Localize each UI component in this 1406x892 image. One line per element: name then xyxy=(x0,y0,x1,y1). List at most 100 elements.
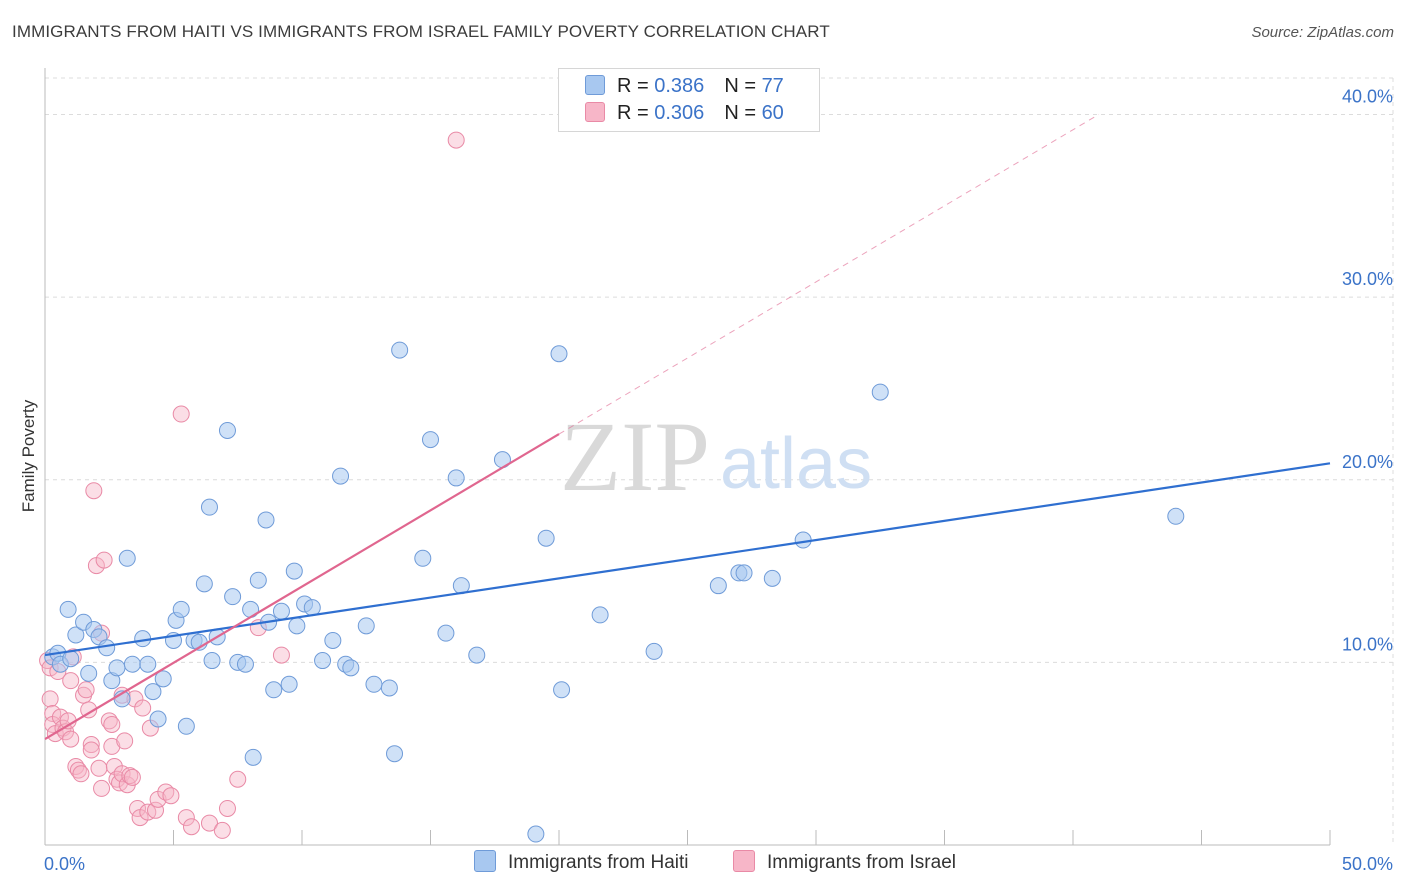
israel-point xyxy=(121,767,139,785)
haiti-point xyxy=(324,631,342,649)
haiti-point xyxy=(357,617,375,635)
israel-point xyxy=(213,821,231,839)
legend-item-haiti: Immigrants from Haiti xyxy=(474,850,689,874)
haiti-point xyxy=(422,431,439,449)
haiti-point xyxy=(203,652,221,670)
y-axis-title: Family Poverty xyxy=(19,399,38,512)
haiti-point xyxy=(249,571,267,589)
israel-point xyxy=(177,809,195,827)
grid-lines xyxy=(45,77,1394,845)
haiti-point xyxy=(265,681,283,699)
watermark-zip: ZIP xyxy=(560,401,710,512)
israel-point xyxy=(41,690,59,708)
legend-israel-label: Immigrants from Israel xyxy=(767,852,956,873)
israel-point xyxy=(90,759,108,777)
haiti-point xyxy=(332,467,350,485)
haiti-point xyxy=(342,659,360,677)
haiti-trendline xyxy=(44,462,1331,657)
y-tick-label: 20.0% xyxy=(1342,452,1393,472)
haiti-point xyxy=(80,664,98,682)
haiti-point xyxy=(280,675,298,693)
haiti-point xyxy=(123,655,141,673)
israel-point xyxy=(72,765,90,783)
haiti-point xyxy=(139,655,157,673)
israel-trendline-extension xyxy=(558,114,1099,435)
israel-point xyxy=(80,701,98,719)
haiti-point xyxy=(391,341,409,359)
haiti-point xyxy=(527,825,545,843)
haiti-point xyxy=(195,575,213,593)
haiti-point xyxy=(59,600,77,618)
y-tick-label: 30.0% xyxy=(1342,269,1393,289)
israel-point xyxy=(77,681,95,699)
y-tick-label: 40.0% xyxy=(1342,87,1393,107)
israel-point xyxy=(82,741,100,759)
haiti-point xyxy=(272,602,290,620)
israel-point xyxy=(62,672,80,690)
haiti-point xyxy=(365,675,383,693)
israel-point xyxy=(116,732,134,750)
israel-point xyxy=(200,814,218,832)
haiti-point xyxy=(871,383,889,401)
israel-point xyxy=(172,405,190,423)
israel-point xyxy=(123,768,141,786)
haiti-point xyxy=(447,469,465,487)
watermark-atlas: atlas xyxy=(720,424,872,504)
axis-labels: 10.0% 20.0% 30.0% 40.0% 0.0% 50.0% Family Pove… xyxy=(19,87,1393,874)
haiti-point xyxy=(468,646,486,664)
haiti-point xyxy=(709,577,727,595)
haiti-point xyxy=(553,681,571,699)
legend-item-israel: Immigrants from Israel xyxy=(733,850,956,874)
israel-point xyxy=(229,770,247,788)
haiti-swatch xyxy=(585,75,605,95)
haiti-point xyxy=(200,498,218,516)
haiti-point xyxy=(285,562,303,580)
israel-point xyxy=(95,551,113,569)
haiti-point xyxy=(149,710,167,728)
legend-israel-swatch xyxy=(733,850,755,872)
israel-points xyxy=(39,131,465,839)
israel-point xyxy=(218,799,236,817)
haiti-point xyxy=(314,652,332,670)
legend-r-label-israel: R = xyxy=(617,102,655,124)
israel-swatch xyxy=(585,102,605,122)
israel-trendline xyxy=(44,433,560,741)
israel-point xyxy=(182,818,200,836)
israel-point xyxy=(85,482,103,500)
haiti-point xyxy=(218,421,236,439)
haiti-point xyxy=(108,659,126,677)
x-tick-label-min: 0.0% xyxy=(44,854,85,874)
legend-n-value-israel: 60 xyxy=(761,102,784,124)
haiti-point xyxy=(144,683,162,701)
haiti-point xyxy=(288,617,306,635)
correlation-legend: R = 0.386 N = 77 R = 0.306 N = 60 xyxy=(558,68,820,132)
legend-r-value-haiti: 0.386 xyxy=(654,75,705,97)
y-tick-label: 10.0% xyxy=(1342,634,1393,654)
haiti-point xyxy=(380,679,398,697)
legend-row-israel: R = 0.306 N = 60 xyxy=(585,102,784,126)
watermark: ZIP atlas xyxy=(560,401,872,512)
israel-point xyxy=(272,646,290,664)
haiti-point xyxy=(303,599,321,617)
chart-title: IMMIGRANTS FROM HAITI VS IMMIGRANTS FROM… xyxy=(12,22,830,41)
israel-point xyxy=(82,736,100,754)
legend-n-label-haiti: N = xyxy=(724,75,762,97)
legend-n-label-israel: N = xyxy=(724,102,762,124)
haiti-point xyxy=(414,549,432,567)
israel-point xyxy=(93,779,111,797)
legend-n-value-haiti: 77 xyxy=(761,75,784,97)
israel-point xyxy=(103,737,121,755)
haiti-point xyxy=(1167,507,1185,525)
israel-point xyxy=(147,801,165,819)
haiti-point xyxy=(437,624,455,642)
israel-point xyxy=(162,787,180,805)
legend-haiti-swatch xyxy=(474,850,496,872)
haiti-point xyxy=(537,529,555,547)
haiti-point xyxy=(236,655,254,673)
haiti-point xyxy=(735,564,753,582)
israel-point xyxy=(103,715,121,733)
haiti-point xyxy=(177,717,195,735)
source-credit: Source: ZipAtlas.com xyxy=(1251,24,1394,41)
haiti-points xyxy=(44,341,1185,843)
haiti-point xyxy=(172,600,190,618)
